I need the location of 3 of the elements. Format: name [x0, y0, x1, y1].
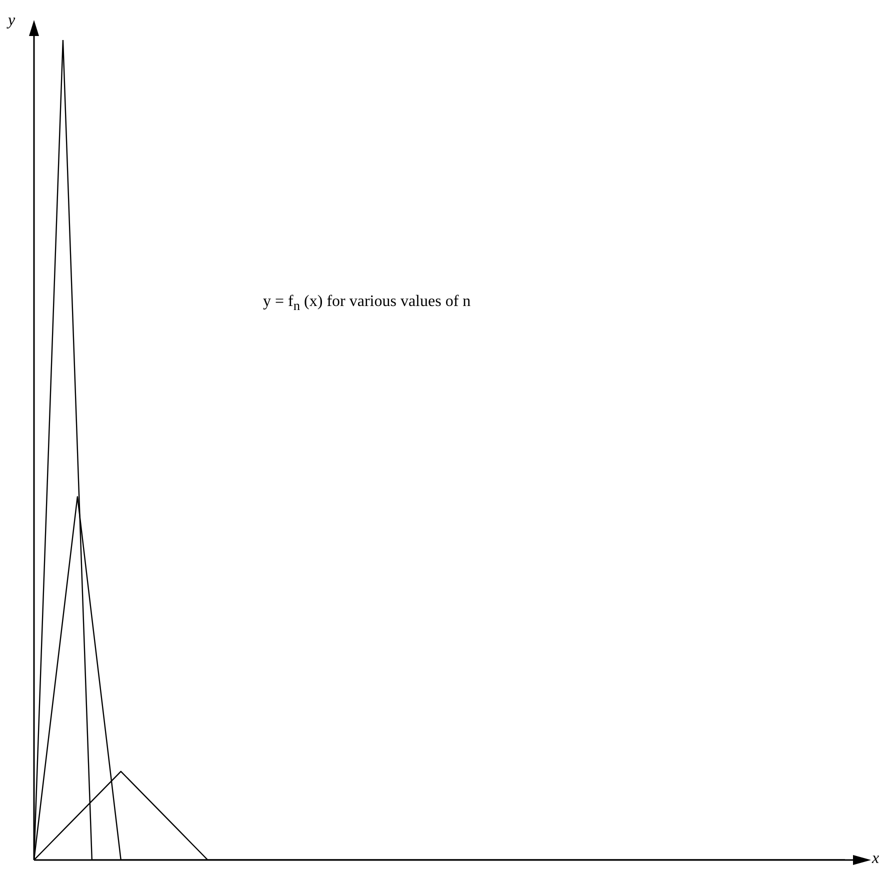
y-axis-title: y — [8, 12, 16, 30]
x-axis-title: x — [872, 850, 880, 868]
annotation: y = f$_{n}$ (x) for various values of n — [263, 293, 471, 314]
